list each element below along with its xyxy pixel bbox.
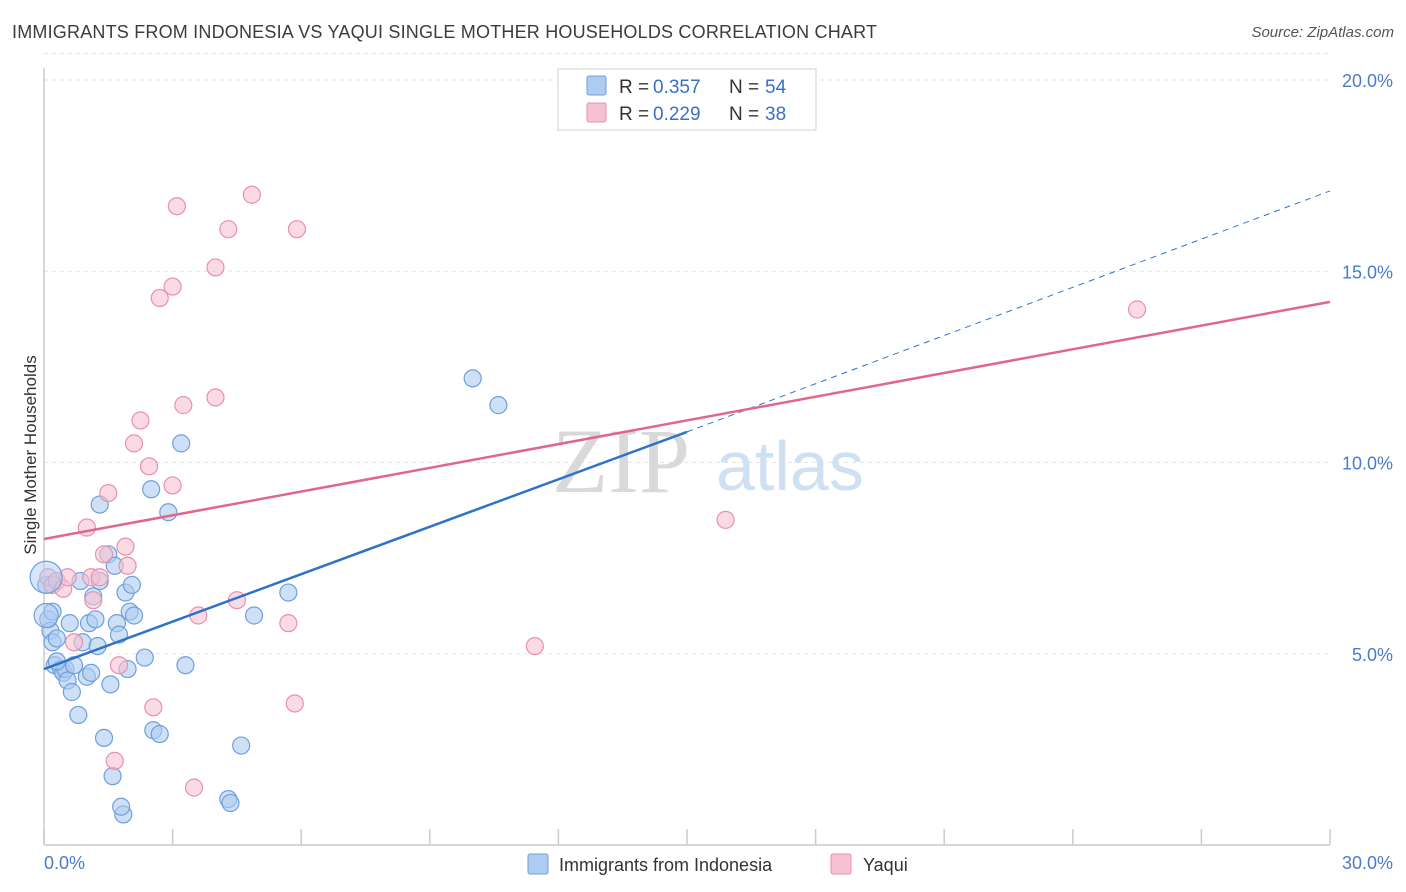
yaqui-point-35 bbox=[525, 636, 544, 656]
yaqui-point-37 bbox=[1127, 300, 1147, 319]
y-tick-label-1: 10.0% bbox=[1342, 454, 1393, 474]
indonesia-point-36 bbox=[135, 648, 154, 667]
indonesia-point-35 bbox=[124, 606, 144, 625]
points-layer bbox=[29, 185, 1147, 824]
yaqui-point-6 bbox=[77, 518, 96, 537]
yaqui-point-32 bbox=[279, 614, 298, 633]
yaqui-point-31 bbox=[242, 185, 262, 204]
axis-layer bbox=[43, 68, 1331, 846]
x-tick-label-1: 30.0% bbox=[1342, 853, 1393, 873]
chart-title: IMMIGRANTS FROM INDONESIA VS YAQUI SINGL… bbox=[12, 22, 878, 42]
indonesia-point-46 bbox=[244, 606, 264, 625]
watermark-atlas: atlas bbox=[716, 427, 864, 505]
yaqui-point-24 bbox=[174, 396, 193, 415]
legend-n-value-1: 54 bbox=[765, 77, 787, 98]
yaqui-point-22 bbox=[163, 476, 182, 495]
indonesia-trend-line bbox=[43, 430, 688, 671]
yaqui-point-13 bbox=[109, 656, 129, 675]
yaqui-point-21 bbox=[163, 277, 182, 296]
yaqui-point-17 bbox=[131, 411, 150, 430]
indonesia-point-34 bbox=[122, 575, 141, 595]
indonesia-point-45 bbox=[232, 736, 251, 755]
yaqui-point-33 bbox=[285, 694, 304, 713]
indonesia-point-49 bbox=[489, 396, 508, 415]
bottom-legend-label-yaqui: Yaqui bbox=[863, 855, 908, 875]
indonesia-trend-line-extension bbox=[686, 190, 1331, 433]
legend-n-value-2: 38 bbox=[765, 104, 786, 125]
yaqui-point-27 bbox=[206, 258, 225, 277]
yaqui-point-19 bbox=[144, 698, 163, 717]
bottom-legend: Immigrants from Indonesia Yaqui bbox=[527, 853, 908, 875]
indonesia-point-44 bbox=[221, 793, 240, 813]
legend-r-value-2: 0.229 bbox=[653, 104, 701, 125]
yaqui-point-8 bbox=[84, 591, 103, 610]
bottom-legend-swatch-blue bbox=[527, 853, 549, 875]
chart-source: Source: ZipAtlas.com bbox=[1251, 24, 1394, 41]
y-tick-label-0: 5.0% bbox=[1352, 645, 1393, 665]
indonesia-point-20 bbox=[86, 610, 105, 629]
yaqui-point-18 bbox=[139, 457, 159, 476]
yaqui-point-36 bbox=[716, 510, 735, 529]
y-axis-label: Single Mother Households bbox=[21, 355, 40, 554]
yaqui-point-25 bbox=[184, 778, 204, 797]
indonesia-point-26 bbox=[101, 675, 120, 694]
indonesia-point-48 bbox=[463, 369, 482, 388]
legend-n-label-1: N = bbox=[729, 77, 759, 98]
indonesia-point-large-0 bbox=[29, 560, 63, 594]
yaqui-point-34 bbox=[287, 220, 307, 239]
indonesia-point-47 bbox=[279, 583, 298, 602]
indonesia-point-11 bbox=[62, 682, 81, 702]
legend-swatch-pink bbox=[586, 102, 607, 123]
legend-r-label-2: R = bbox=[619, 104, 649, 125]
indonesia-point-5 bbox=[47, 629, 66, 648]
ticks-layer: 5.0% 10.0% 15.0% 20.0% 0.0% 30.0% bbox=[44, 71, 1393, 873]
legend-n-label-2: N = bbox=[729, 104, 759, 125]
indonesia-point-51 bbox=[112, 797, 131, 816]
yaqui-point-12 bbox=[105, 751, 124, 770]
indonesia-point-27 bbox=[103, 767, 122, 786]
yaqui-point-28 bbox=[206, 388, 225, 407]
x-tick-label-0: 0.0% bbox=[44, 853, 85, 873]
indonesia-point-18 bbox=[82, 663, 101, 682]
legend-r-label-1: R = bbox=[619, 77, 649, 98]
watermark-zip: ZIP bbox=[552, 410, 690, 512]
yaqui-point-9 bbox=[90, 568, 109, 587]
yaqui-point-29 bbox=[219, 220, 238, 239]
legend: R = 0.357 N = 54 R = 0.229 N = 38 bbox=[557, 68, 817, 131]
legend-r-value-1: 0.357 bbox=[653, 77, 701, 98]
indonesia-point-large-1 bbox=[33, 602, 59, 629]
watermark: ZIP atlas bbox=[552, 410, 864, 512]
indonesia-point-39 bbox=[150, 724, 169, 744]
indonesia-point-13 bbox=[69, 705, 88, 725]
indonesia-point-37 bbox=[142, 480, 161, 499]
yaqui-point-23 bbox=[167, 197, 186, 216]
yaqui-point-14 bbox=[116, 537, 135, 556]
indonesia-point-10 bbox=[60, 614, 79, 633]
yaqui-point-20 bbox=[150, 288, 169, 308]
indonesia-point-41 bbox=[172, 434, 191, 453]
legend-swatch-blue bbox=[586, 75, 607, 96]
yaqui-trend-line bbox=[43, 300, 1331, 541]
trend-layer bbox=[43, 190, 1331, 671]
yaqui-point-5 bbox=[64, 633, 84, 652]
grid-layer bbox=[44, 52, 1330, 655]
yaqui-point-10 bbox=[94, 545, 114, 564]
yaqui-point-11 bbox=[99, 484, 118, 503]
yaqui-point-15 bbox=[118, 556, 137, 575]
bottom-legend-label-indonesia: Immigrants from Indonesia bbox=[559, 855, 773, 875]
yaqui-point-16 bbox=[124, 434, 144, 453]
y-tick-label-3: 20.0% bbox=[1342, 71, 1393, 91]
bottom-legend-swatch-pink bbox=[830, 853, 852, 875]
y-tick-label-2: 15.0% bbox=[1342, 262, 1393, 282]
indonesia-point-24 bbox=[94, 728, 114, 748]
indonesia-point-42 bbox=[176, 656, 195, 675]
